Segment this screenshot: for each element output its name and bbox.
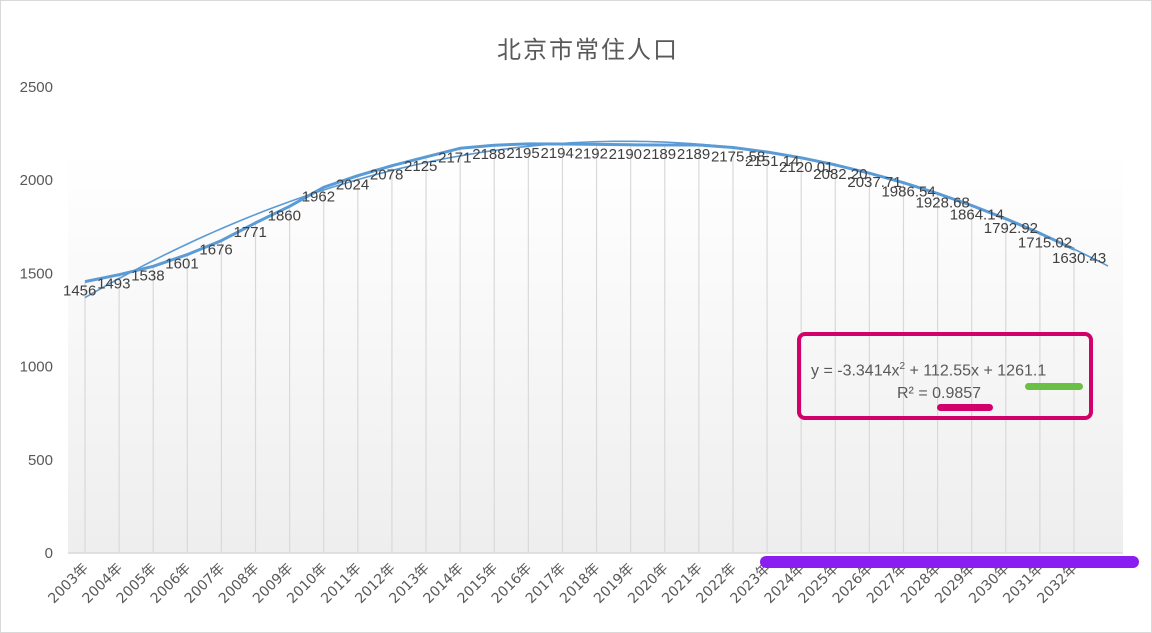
- gridlines: [84, 143, 1075, 553]
- data-label: 2195: [506, 145, 539, 162]
- data-label: 2189: [643, 146, 676, 163]
- data-label: 1792.92: [984, 220, 1038, 237]
- data-label: 1715.02: [1018, 234, 1072, 251]
- data-label: 2078: [370, 167, 403, 184]
- data-label: 1928.68: [916, 194, 970, 211]
- y-tick-label: 0: [45, 545, 53, 562]
- data-label: 2175.58: [711, 148, 765, 165]
- data-label: 2194: [540, 145, 573, 162]
- chart-title: 北京市常住人口: [497, 36, 679, 64]
- data-label: 1676: [199, 242, 232, 259]
- data-label: 2037.71: [847, 174, 901, 191]
- trendline-equation: y = -3.3414x2 + 112.55x + 1261.1: [811, 361, 1046, 380]
- constant-underline-mark: [1025, 383, 1083, 390]
- equation-suffix: + 112.55x + 1261.1: [905, 362, 1047, 380]
- forecast-years-underline-mark: [760, 556, 1139, 568]
- data-label: 1456: [63, 283, 96, 300]
- plot-background: [68, 150, 1123, 553]
- r-squared-label: R² = 0.9857: [897, 385, 982, 402]
- data-label: 2120.01: [779, 159, 833, 176]
- data-label: 2024: [336, 177, 369, 194]
- equation-highlight-box: [797, 332, 1093, 420]
- data-label: 1493: [97, 276, 130, 293]
- data-label: 2189: [677, 146, 710, 163]
- y-tick-label: 1500: [20, 265, 53, 282]
- data-label: 1630.43: [1052, 250, 1106, 267]
- data-label: 2190: [609, 146, 642, 163]
- equation-prefix: y = -3.3414x: [811, 362, 900, 380]
- data-label: 2151.14: [745, 153, 799, 170]
- y-tick-label: 1000: [20, 359, 53, 376]
- data-label: 1538: [131, 267, 164, 284]
- data-label: 2082.20: [813, 166, 867, 183]
- data-label: 2192: [575, 145, 608, 162]
- data-label: 1860: [268, 207, 301, 224]
- r-squared-underline-mark: [937, 404, 993, 411]
- data-label: 2125: [404, 158, 437, 175]
- data-series-line: [84, 142, 1075, 284]
- data-labels: 1456 1493 15381601167617711860196220242078…: [63, 145, 1106, 300]
- y-tick-label: 2500: [20, 79, 53, 96]
- data-label: 2171: [438, 149, 471, 166]
- y-axis-ticks: 0 500 1000 1500 2000 2500: [20, 79, 53, 562]
- equation-exponent: 2: [899, 361, 906, 372]
- data-label: 1771: [234, 224, 267, 241]
- y-tick-label: 2000: [20, 172, 53, 189]
- data-label: 1601: [165, 256, 198, 273]
- y-tick-label: 500: [28, 452, 53, 469]
- data-label: 1962: [302, 188, 335, 205]
- data-label: 1986.54: [881, 184, 935, 201]
- data-label: 1864.14: [950, 207, 1004, 224]
- data-label: 2188: [472, 146, 505, 163]
